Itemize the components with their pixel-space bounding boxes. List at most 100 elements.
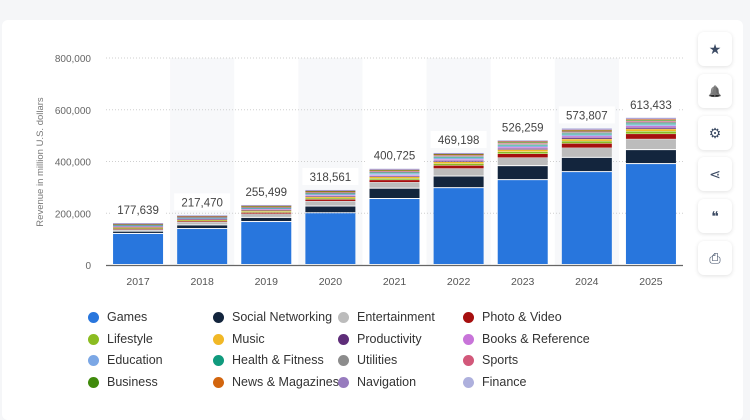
- bar-segment-music[interactable]: [497, 149, 548, 152]
- bar-segment-entertainment[interactable]: [561, 148, 612, 157]
- bar-segment-sports[interactable]: [241, 206, 292, 208]
- bar-segment-health-fitness[interactable]: [369, 172, 420, 174]
- bar-segment-business[interactable]: [241, 206, 292, 207]
- star-button[interactable]: ★: [698, 32, 732, 66]
- legend-item[interactable]: Navigation: [338, 375, 416, 389]
- bar-segment-education[interactable]: [561, 134, 612, 136]
- bar-segment-sports[interactable]: [305, 192, 356, 193]
- bar-segment-photo-video[interactable]: [561, 143, 612, 148]
- bar-segment-books-reference[interactable]: [177, 218, 228, 220]
- bar-segment-health-fitness[interactable]: [177, 217, 228, 219]
- bar-segment-photo-video[interactable]: [625, 134, 676, 139]
- bar-segment-lifestyle[interactable]: [305, 198, 356, 200]
- bar-segment-games[interactable]: [241, 222, 292, 264]
- bar-segment-social-networking[interactable]: [625, 150, 676, 164]
- bar-segment-business[interactable]: [497, 142, 548, 143]
- bar-segment-social-networking[interactable]: [241, 217, 292, 222]
- bar-segment-business[interactable]: [433, 154, 484, 156]
- bar-segment-photo-video[interactable]: [113, 228, 164, 230]
- bar-segment-music[interactable]: [305, 196, 356, 198]
- bar-segment-business[interactable]: [561, 130, 612, 132]
- bar-segment-sports[interactable]: [177, 216, 228, 218]
- bar-segment-sports[interactable]: [561, 131, 612, 133]
- bar-segment-lifestyle[interactable]: [241, 211, 292, 213]
- legend-item[interactable]: Games: [88, 310, 147, 324]
- share-button[interactable]: ⋖: [698, 157, 732, 191]
- bar-segment-sports[interactable]: [625, 121, 676, 122]
- bar-segment-education[interactable]: [433, 158, 484, 160]
- bar-segment-navigation[interactable]: [433, 153, 484, 155]
- bar-segment-news-magazines[interactable]: [305, 190, 356, 192]
- bar-segment-books-reference[interactable]: [497, 147, 548, 149]
- legend-item[interactable]: Finance: [463, 375, 526, 389]
- bar-segment-entertainment[interactable]: [625, 139, 676, 150]
- legend-item[interactable]: News & Magazines: [213, 375, 339, 389]
- legend-item[interactable]: Entertainment: [338, 310, 435, 324]
- bar-segment-entertainment[interactable]: [177, 222, 228, 225]
- bar-segment-music[interactable]: [369, 177, 420, 179]
- bar-segment-entertainment[interactable]: [433, 168, 484, 176]
- bar-segment-utilities[interactable]: [177, 217, 228, 218]
- bar-segment-utilities[interactable]: [561, 132, 612, 134]
- bar-segment-social-networking[interactable]: [433, 176, 484, 188]
- bar-segment-navigation[interactable]: [625, 118, 676, 120]
- bar-segment-business[interactable]: [369, 170, 420, 171]
- bar-segment-education[interactable]: [625, 124, 676, 126]
- bar-segment-games[interactable]: [305, 213, 356, 264]
- bar-segment-books-reference[interactable]: [305, 195, 356, 196]
- legend-item[interactable]: Sports: [463, 353, 518, 367]
- bar-segment-health-fitness[interactable]: [561, 133, 612, 135]
- bar-segment-social-networking[interactable]: [113, 231, 164, 233]
- bar-segment-lifestyle[interactable]: [113, 227, 164, 229]
- legend-item[interactable]: Productivity: [338, 332, 422, 346]
- bar-segment-news-magazines[interactable]: [369, 169, 420, 171]
- bar-segment-education[interactable]: [369, 173, 420, 175]
- bar-segment-education[interactable]: [497, 145, 548, 147]
- bar-segment-lifestyle[interactable]: [561, 141, 612, 144]
- bar-segment-health-fitness[interactable]: [433, 157, 484, 158]
- bar-segment-finance[interactable]: [369, 168, 420, 170]
- bar-segment-productivity[interactable]: [241, 209, 292, 211]
- bar-segment-books-reference[interactable]: [561, 136, 612, 138]
- bar-segment-entertainment[interactable]: [241, 214, 292, 217]
- bar-segment-productivity[interactable]: [113, 226, 164, 228]
- quote-button[interactable]: ❝: [698, 199, 732, 233]
- bar-segment-finance[interactable]: [113, 223, 164, 224]
- bar-segment-entertainment[interactable]: [497, 157, 548, 166]
- bar-segment-utilities[interactable]: [241, 207, 292, 208]
- bar-segment-photo-video[interactable]: [433, 165, 484, 169]
- bar-segment-games[interactable]: [497, 180, 548, 264]
- bar-segment-photo-video[interactable]: [305, 199, 356, 201]
- bar-segment-navigation[interactable]: [369, 169, 420, 170]
- bar-segment-health-fitness[interactable]: [113, 225, 164, 226]
- bar-segment-health-fitness[interactable]: [625, 123, 676, 125]
- bar-segment-education[interactable]: [113, 225, 164, 227]
- bar-segment-navigation[interactable]: [497, 140, 548, 142]
- bar-segment-entertainment[interactable]: [369, 182, 420, 188]
- bar-segment-productivity[interactable]: [305, 196, 356, 197]
- bar-segment-education[interactable]: [241, 208, 292, 209]
- bar-segment-lifestyle[interactable]: [497, 151, 548, 154]
- bar-segment-finance[interactable]: [305, 189, 356, 191]
- bar-segment-navigation[interactable]: [305, 190, 356, 192]
- bar-segment-health-fitness[interactable]: [241, 207, 292, 209]
- bar-segment-finance[interactable]: [561, 128, 612, 129]
- bar-segment-news-magazines[interactable]: [241, 205, 292, 207]
- bar-segment-games[interactable]: [369, 199, 420, 264]
- bar-segment-utilities[interactable]: [497, 143, 548, 145]
- bar-segment-books-reference[interactable]: [433, 159, 484, 161]
- bar-segment-education[interactable]: [177, 218, 228, 219]
- bar-segment-music[interactable]: [433, 162, 484, 164]
- bar-segment-sports[interactable]: [369, 171, 420, 172]
- bar-segment-photo-video[interactable]: [241, 212, 292, 214]
- print-button[interactable]: ⎙: [698, 241, 732, 275]
- bar-segment-photo-video[interactable]: [177, 221, 228, 222]
- bar-segment-utilities[interactable]: [433, 156, 484, 157]
- bar-segment-photo-video[interactable]: [497, 153, 548, 158]
- bar-segment-productivity[interactable]: [497, 148, 548, 150]
- legend-item[interactable]: Education: [88, 353, 163, 367]
- bar-segment-music[interactable]: [241, 210, 292, 212]
- bar-segment-utilities[interactable]: [305, 192, 356, 194]
- bar-segment-news-magazines[interactable]: [561, 129, 612, 131]
- bar-segment-finance[interactable]: [497, 140, 548, 141]
